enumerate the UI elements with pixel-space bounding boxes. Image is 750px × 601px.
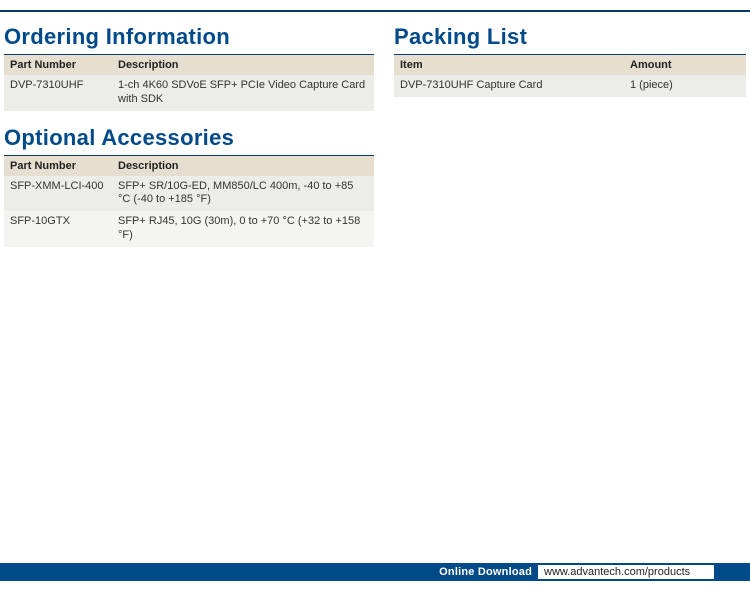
cell-part: SFP-XMM-LCI-400 [4, 176, 112, 212]
table-row: SFP-10GTX SFP+ RJ45, 10G (30m), 0 to +70… [4, 211, 374, 247]
table-header-row: Part Number Description [4, 155, 374, 176]
accessories-col-desc: Description [112, 155, 374, 176]
cell-part: DVP-7310UHF [4, 75, 112, 111]
table-header-row: Item Amount [394, 55, 746, 76]
accessories-title: Optional Accessories [4, 125, 374, 151]
cell-desc: SFP+ SR/10G-ED, MM850/LC 400m, -40 to +8… [112, 176, 374, 212]
ordering-col-part: Part Number [4, 55, 112, 76]
cell-amount: 1 (piece) [624, 75, 746, 97]
cell-part: SFP-10GTX [4, 211, 112, 247]
packing-title: Packing List [394, 24, 746, 50]
left-column: Ordering Information Part Number Descrip… [4, 18, 374, 247]
packing-col-item: Item [394, 55, 624, 76]
content-area: Ordering Information Part Number Descrip… [0, 12, 750, 247]
ordering-title: Ordering Information [4, 24, 374, 50]
table-header-row: Part Number Description [4, 55, 374, 76]
packing-table: Item Amount DVP-7310UHF Capture Card 1 (… [394, 54, 746, 97]
ordering-col-desc: Description [112, 55, 374, 76]
right-column: Packing List Item Amount DVP-7310UHF Cap… [394, 18, 746, 247]
footer-label: Online Download [439, 566, 532, 578]
packing-col-amount: Amount [624, 55, 746, 76]
cell-item: DVP-7310UHF Capture Card [394, 75, 624, 97]
accessories-col-part: Part Number [4, 155, 112, 176]
footer-url: www.advantech.com/products [538, 565, 714, 579]
footer-bar: Online Download www.advantech.com/produc… [0, 563, 750, 581]
cell-desc: SFP+ RJ45, 10G (30m), 0 to +70 °C (+32 t… [112, 211, 374, 247]
accessories-table: Part Number Description SFP-XMM-LCI-400 … [4, 155, 374, 247]
ordering-table: Part Number Description DVP-7310UHF 1-ch… [4, 54, 374, 111]
table-row: SFP-XMM-LCI-400 SFP+ SR/10G-ED, MM850/LC… [4, 176, 374, 212]
cell-desc: 1-ch 4K60 SDVoE SFP+ PCIe Video Capture … [112, 75, 374, 111]
table-row: DVP-7310UHF Capture Card 1 (piece) [394, 75, 746, 97]
table-row: DVP-7310UHF 1-ch 4K60 SDVoE SFP+ PCIe Vi… [4, 75, 374, 111]
